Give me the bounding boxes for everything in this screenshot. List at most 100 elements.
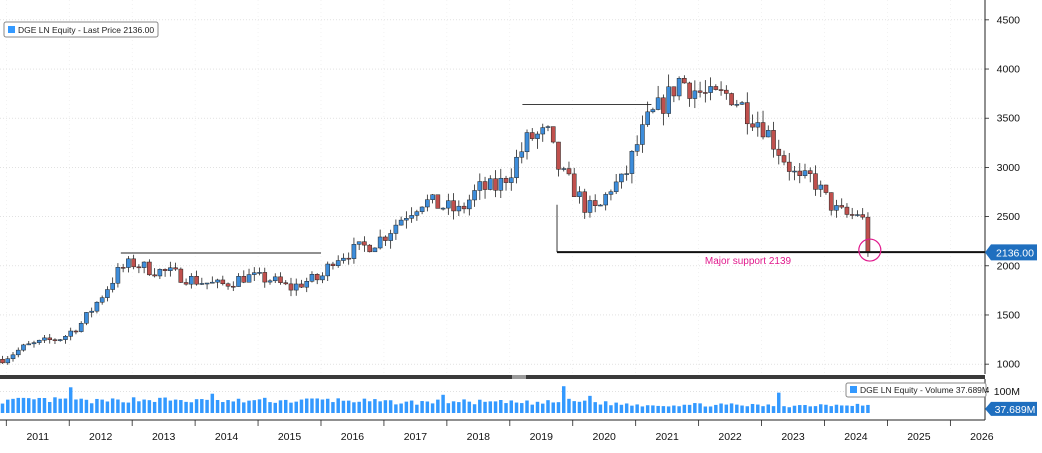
candle-body [661,97,666,114]
volume-bar [493,401,498,413]
candle-body [267,280,273,283]
highlight-circle [858,238,882,262]
x-tick-label: 2026 [970,431,994,443]
candle-body [519,151,525,158]
candle-body [388,233,393,241]
volume-bar [546,400,550,413]
volume-bar [137,401,141,413]
candle-body [372,247,378,253]
candle-body [472,190,477,201]
volume-bar [761,406,765,413]
candle-body [377,236,383,249]
candle-body [283,282,289,285]
volume-bar [541,403,545,413]
candle-body [241,276,247,283]
volume-bar [582,400,587,413]
volume-bar [278,400,283,413]
x-tick-label: 2023 [781,431,805,443]
volume-bar [682,404,687,413]
volume-bar [609,405,613,413]
volume-bar [189,402,194,413]
candle-body [110,282,115,290]
volume-bar [651,405,655,413]
volume-legend[interactable]: DGE LN Equity - Volume 37.689M [845,382,989,398]
volume-bar [79,398,83,413]
last-price-label: 2136.00 [996,247,1034,259]
candle-body [818,184,824,190]
volume-bar [194,399,199,413]
volume-bar [488,401,493,413]
candle-body [561,168,567,170]
candle-body [676,78,682,97]
last-price-tag[interactable] [985,244,1037,261]
candle-body [162,269,168,271]
price-candles [0,74,871,365]
candle-body [288,283,294,291]
candle-body [792,170,797,173]
x-tick-label: 2015 [278,431,302,443]
candle-body [529,132,535,139]
volume-bar [310,398,314,413]
volume-bar [336,398,340,413]
volume-bar [121,402,125,413]
volume-bar [242,402,246,413]
volume-bar [409,400,414,413]
candle-body [173,267,178,270]
x-tick-label: 2018 [467,431,491,443]
candle-body [126,258,131,268]
candle-body [320,275,325,281]
candle-body [765,130,771,138]
volume-bar [210,393,215,413]
candle-body [147,261,152,276]
candle-body [210,281,215,284]
candle-body [246,274,252,283]
volume-bar [818,404,823,413]
candle-body [131,258,136,268]
volume-bar [63,398,68,413]
volume-bar [11,398,15,413]
volume-bar [787,407,791,413]
candle-body [655,97,661,110]
volume-bar [777,392,781,413]
volume-bar [231,401,236,413]
price-legend[interactable]: DGE LN Equity - Last Price 2136.00 [3,21,159,38]
last-volume-tag[interactable] [985,401,1037,416]
volume-bar [561,386,566,413]
panel-splitter-handle[interactable] [512,375,526,379]
volume-bar [593,402,597,413]
candle-body [309,274,315,282]
candle-body [136,266,142,269]
candle-body [755,122,761,128]
candle-body [498,177,504,191]
candle-body [430,194,435,200]
volume-bar [666,406,671,413]
volume-bar [472,404,477,413]
candle-body [414,211,420,216]
volume-bar [362,398,367,413]
volume-bar [131,397,136,413]
candle-body [304,281,310,288]
volume-bar [226,400,230,413]
x-tick-label: 2013 [152,431,176,443]
volume-bar [200,399,204,413]
candle-body [63,336,68,340]
candle-body [262,272,268,283]
candle-body [703,92,708,94]
volume-bar [457,402,461,413]
volume-bar [320,399,325,413]
candle-body [68,330,73,337]
candle-body [508,177,514,183]
volume-bar [184,401,188,413]
candle-body [598,204,603,207]
candle-body [47,337,53,340]
volume-bar [273,402,277,413]
candle-body [587,200,593,213]
candle-body [844,206,850,215]
candle-body [860,214,865,218]
volume-legend-swatch [850,386,857,393]
volume-bar [399,403,403,413]
volume-bar [430,403,435,413]
candle-body [367,244,372,253]
candle-body [776,148,782,156]
